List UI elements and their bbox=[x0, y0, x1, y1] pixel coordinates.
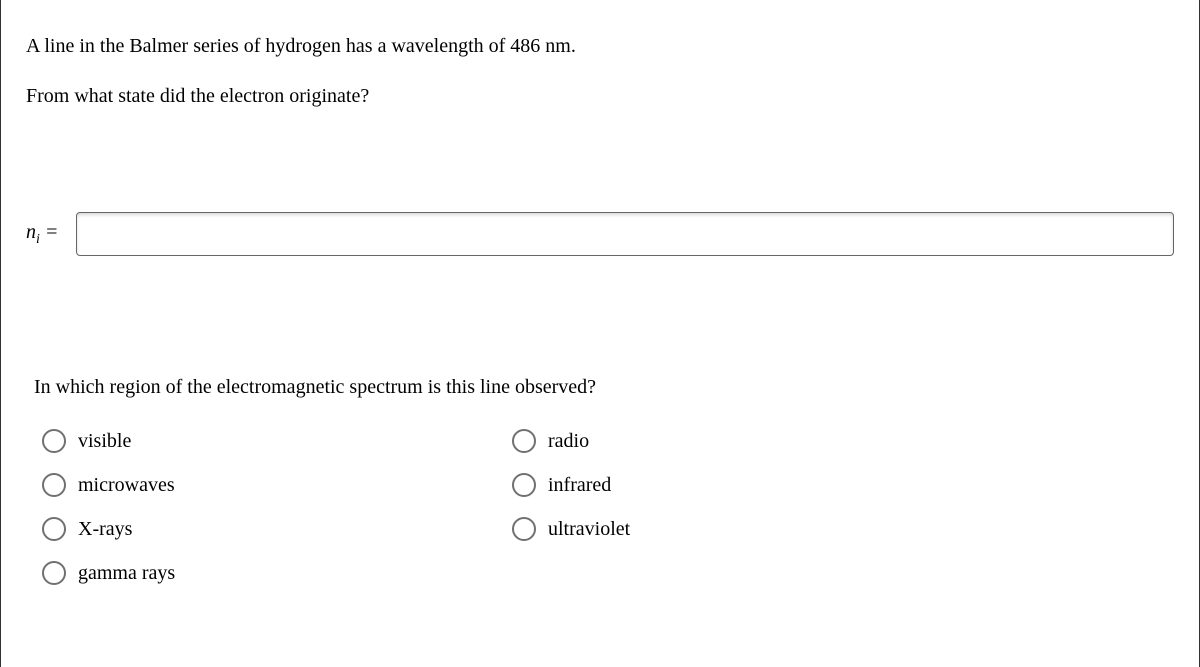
question-container: A line in the Balmer series of hydrogen … bbox=[0, 0, 1200, 667]
radio-option-xrays[interactable]: X-rays bbox=[42, 517, 472, 541]
question-line-2: From what state did the electron origina… bbox=[26, 80, 1174, 112]
radio-options-grid: visible microwaves X-rays gamma rays rad… bbox=[42, 429, 942, 585]
input-label-var: n bbox=[26, 221, 36, 243]
radio-label: gamma rays bbox=[78, 562, 175, 585]
radio-label: infrared bbox=[548, 474, 611, 497]
radio-label: microwaves bbox=[78, 474, 175, 497]
radio-icon bbox=[42, 561, 66, 585]
radio-option-microwaves[interactable]: microwaves bbox=[42, 473, 472, 497]
radio-label: X-rays bbox=[78, 518, 132, 541]
radio-option-radio[interactable]: radio bbox=[512, 429, 942, 453]
radio-option-gamma[interactable]: gamma rays bbox=[42, 561, 472, 585]
answer-input-row: ni = bbox=[26, 212, 1174, 256]
answer-input[interactable] bbox=[76, 212, 1174, 256]
radio-label: visible bbox=[78, 430, 131, 453]
question-prompt: A line in the Balmer series of hydrogen … bbox=[26, 30, 1174, 112]
radio-icon bbox=[512, 429, 536, 453]
sub-question-prompt: In which region of the electromagnetic s… bbox=[34, 376, 1174, 399]
radio-option-infrared[interactable]: infrared bbox=[512, 473, 942, 497]
radio-icon bbox=[512, 517, 536, 541]
radio-option-visible[interactable]: visible bbox=[42, 429, 472, 453]
question-line-1: A line in the Balmer series of hydrogen … bbox=[26, 30, 1174, 62]
radio-column-right: radio infrared ultraviolet bbox=[512, 429, 942, 585]
radio-label: radio bbox=[548, 430, 589, 453]
radio-icon bbox=[42, 517, 66, 541]
radio-icon bbox=[42, 473, 66, 497]
radio-icon bbox=[512, 473, 536, 497]
input-label: ni = bbox=[26, 221, 58, 248]
radio-icon bbox=[42, 429, 66, 453]
radio-column-left: visible microwaves X-rays gamma rays bbox=[42, 429, 472, 585]
input-label-equals: = bbox=[40, 221, 59, 243]
radio-option-ultraviolet[interactable]: ultraviolet bbox=[512, 517, 942, 541]
radio-label: ultraviolet bbox=[548, 518, 630, 541]
